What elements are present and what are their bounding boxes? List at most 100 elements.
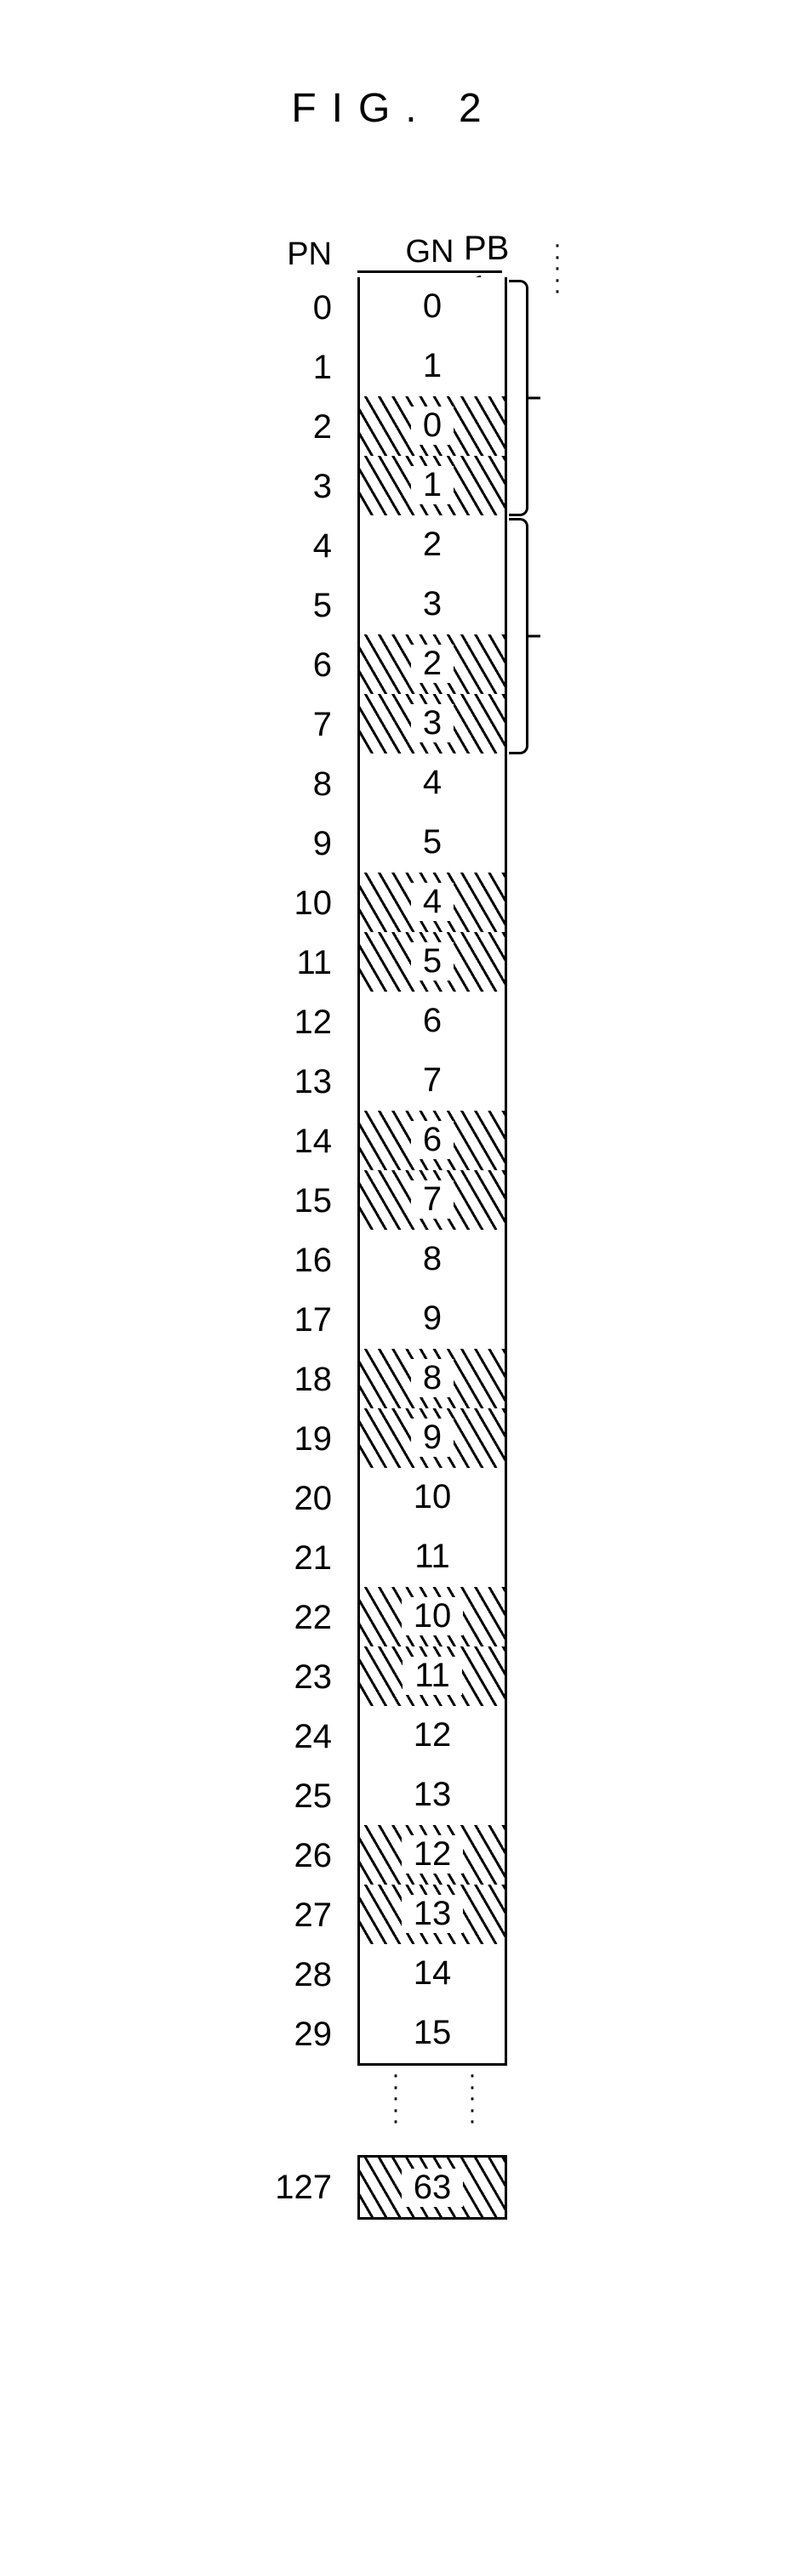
gn-cell: 7 bbox=[357, 1170, 507, 1232]
pn-value: 18 bbox=[247, 1361, 357, 1399]
gn-cell: 6 bbox=[357, 992, 507, 1054]
gn-value: 0 bbox=[423, 287, 442, 326]
table-row: 13 7 bbox=[247, 1052, 587, 1112]
gn-cell: 7 bbox=[357, 1051, 507, 1113]
table-row: 16 8 bbox=[247, 1231, 587, 1290]
gn-value: 9 bbox=[411, 1419, 454, 1457]
gn-cell: 1 bbox=[357, 456, 507, 518]
pn-value: 16 bbox=[247, 1242, 357, 1280]
table-row: 2111 bbox=[247, 1528, 587, 1588]
gn-value: 7 bbox=[423, 1061, 442, 1100]
gn-cell: 8 bbox=[357, 1230, 507, 1292]
table-row: 42 bbox=[247, 516, 587, 576]
table-row: 00 bbox=[247, 278, 587, 338]
gn-cell: 9 bbox=[357, 1289, 507, 1351]
gn-cell: 10 bbox=[357, 1468, 507, 1530]
gn-value: 11 bbox=[414, 1538, 450, 1576]
gn-value: 0 bbox=[411, 407, 454, 445]
gn-value: 13 bbox=[414, 1776, 452, 1814]
gn-value: 11 bbox=[403, 1657, 462, 1695]
vdots-gn-left: ····· bbox=[391, 2069, 400, 2127]
pn-value: 12 bbox=[247, 1004, 357, 1042]
table-row: 12 6 bbox=[247, 992, 587, 1052]
table-row: 11 bbox=[247, 338, 587, 397]
rows-container: 0011203142536273849510411512613714615716… bbox=[247, 278, 587, 2064]
pn-value: 23 bbox=[247, 1658, 357, 1697]
pn-value: 3 bbox=[247, 468, 357, 506]
table-row: 20 bbox=[247, 397, 587, 457]
gn-cell: 10 bbox=[357, 1587, 507, 1649]
table-row: 17 9 bbox=[247, 1290, 587, 1350]
gn-cell: 9 bbox=[357, 1408, 507, 1470]
gn-value: 9 bbox=[423, 1299, 442, 1338]
table-row: 2513 bbox=[247, 1766, 587, 1826]
table-row: 146 bbox=[247, 1112, 587, 1171]
pn-value: 22 bbox=[247, 1599, 357, 1637]
pn-value: 24 bbox=[247, 1718, 357, 1756]
gn-cell: 2 bbox=[357, 634, 507, 697]
gn-cell: 14 bbox=[357, 1944, 507, 2006]
table-row: 26 12 bbox=[247, 1826, 587, 1885]
pn-value: 14 bbox=[247, 1123, 357, 1161]
table-row: 53 bbox=[247, 576, 587, 635]
pb-table: PN GN 0011203142536273849510411512613714… bbox=[247, 234, 587, 2217]
gn-cell: 5 bbox=[357, 932, 507, 994]
pn-value: 17 bbox=[247, 1301, 357, 1339]
group-bracket bbox=[509, 280, 528, 516]
pn-value: 8 bbox=[247, 765, 357, 804]
table-row: 84 bbox=[247, 754, 587, 814]
gn-cell: 0 bbox=[357, 396, 507, 458]
gn-value: 12 bbox=[402, 1835, 464, 1874]
gn-cell: 12 bbox=[357, 1706, 507, 1768]
group-bracket bbox=[509, 518, 528, 754]
pn-value: 7 bbox=[247, 706, 357, 744]
gn-cell: 2 bbox=[357, 515, 507, 577]
vdots-gn-right: ····· bbox=[468, 2069, 477, 2127]
gn-value: 2 bbox=[411, 645, 454, 683]
gn-value: 10 bbox=[402, 1597, 464, 1635]
table-row: 115 bbox=[247, 933, 587, 992]
gn-value: 8 bbox=[411, 1359, 454, 1397]
gn-cell: 15 bbox=[357, 2004, 507, 2066]
table-row: 29 15 bbox=[247, 2005, 587, 2064]
gn-value: 12 bbox=[414, 1716, 452, 1754]
table-row: 28 14 bbox=[247, 1945, 587, 2005]
gn-value: 15 bbox=[414, 2014, 452, 2052]
gn-cell: 4 bbox=[357, 873, 507, 935]
gn-value: 13 bbox=[402, 1895, 464, 1933]
column-headers: PN GN bbox=[247, 234, 587, 273]
pn-value: 29 bbox=[247, 2016, 357, 2054]
gn-value: 5 bbox=[411, 942, 454, 981]
gn-value: 8 bbox=[423, 1240, 442, 1278]
pn-value: 28 bbox=[247, 1956, 357, 1994]
table-row: 73 bbox=[247, 695, 587, 754]
table-row: 22 10 bbox=[247, 1588, 587, 1647]
gn-value: 7 bbox=[411, 1180, 454, 1219]
pn-value: 4 bbox=[247, 527, 357, 566]
vdots-pn: ····· bbox=[553, 239, 562, 297]
table-row: 2010 bbox=[247, 1469, 587, 1528]
table-row-final: 127 63 bbox=[247, 2158, 587, 2217]
pn-value: 1 bbox=[247, 349, 357, 387]
gn-value: 10 bbox=[414, 1478, 452, 1516]
table-row: 199 bbox=[247, 1409, 587, 1469]
table-row: 2713 bbox=[247, 1885, 587, 1945]
gn-value: 14 bbox=[414, 1954, 452, 1993]
table-row: 95 bbox=[247, 814, 587, 873]
pn-value: 0 bbox=[247, 289, 357, 327]
pn-value: 20 bbox=[247, 1480, 357, 1518]
gn-cell: 11 bbox=[357, 1527, 507, 1589]
gn-cell: 0 bbox=[357, 277, 507, 339]
figure-page: FIG. 2 PB PN GN 001120314253627384951041… bbox=[0, 0, 788, 2302]
table-row: 23 11 bbox=[247, 1647, 587, 1707]
pn-value: 5 bbox=[247, 587, 357, 625]
pn-value: 26 bbox=[247, 1837, 357, 1875]
gn-value: 6 bbox=[423, 1002, 442, 1040]
table-row: 62 bbox=[247, 635, 587, 695]
gn-value: 4 bbox=[423, 764, 442, 802]
table-row: 18 8 bbox=[247, 1350, 587, 1409]
gn-cell: 1 bbox=[357, 337, 507, 399]
pn-header: PN bbox=[247, 236, 357, 273]
pn-value: 13 bbox=[247, 1063, 357, 1101]
gn-value: 63 bbox=[402, 2169, 464, 2207]
